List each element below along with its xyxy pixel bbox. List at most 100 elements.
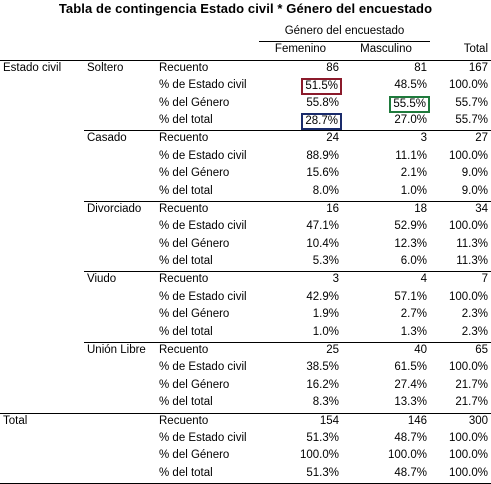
measure-label: % del total — [159, 396, 213, 409]
table-row: Estado civil Soltero Recuento 86 81 167 — [0, 60, 491, 78]
cell-masculino: 48.5% — [394, 79, 427, 92]
cell-masculino: 146 — [342, 412, 430, 431]
table-row: % de Estado civil 88.9% 11.1% 100.0% — [0, 149, 491, 166]
cell-total: 100.0% — [448, 79, 488, 92]
cell-total: 100.0% — [448, 149, 488, 162]
cell-masculino: 11.1% — [395, 149, 427, 162]
cell-femenino: 51.3% — [259, 465, 342, 484]
measure-label: % del total — [156, 465, 259, 484]
cell-total: 21.7% — [455, 378, 488, 391]
header-row-1: Género del encuestado — [0, 24, 491, 43]
table-row: % del Género 1.9% 2.7% 2.3% — [0, 307, 491, 324]
table-title: Tabla de contingencia Estado civil * Gén… — [58, 1, 433, 16]
cell-masculino: 1.3% — [400, 325, 427, 338]
cell-total: 21.7% — [455, 396, 488, 409]
cell-masculino: 27.4% — [394, 378, 427, 391]
cell-total: 100.0% — [448, 290, 488, 303]
cell-femenino: 42.9% — [306, 290, 339, 303]
col-femenino-header: Femenino — [259, 41, 342, 61]
cell-total: 55.7% — [455, 113, 488, 126]
cell-total: 9.0% — [461, 167, 488, 180]
cell-total: 100.0% — [430, 465, 491, 484]
cell-masculino: 2.1% — [400, 167, 427, 180]
measure-label: Recuento — [156, 200, 259, 220]
cell-femenino: 8.0% — [312, 184, 339, 197]
cell-total: 100.0% — [448, 449, 488, 462]
cell-femenino: 10.4% — [306, 237, 339, 250]
measure-label: Recuento — [156, 342, 259, 361]
highlight-box-navy: 28.7% — [301, 112, 342, 130]
cell-masculino: 13.3% — [394, 396, 427, 409]
cell-masculino: 3 — [342, 130, 430, 149]
cell-masculino: 48.7% — [394, 431, 427, 444]
table-row: % del Género 55.8% 55.5% 55.7% — [0, 95, 491, 113]
measure-label: % del total — [159, 325, 213, 338]
cell-masculino: 48.7% — [342, 465, 430, 484]
group-label: Unión Libre — [84, 342, 156, 361]
table-row: % del Género 10.4% 12.3% 11.3% — [0, 237, 491, 254]
measure-label: % del Género — [159, 378, 230, 391]
table-row: % del Género 16.2% 27.4% 21.7% — [0, 378, 491, 395]
cell-masculino: 18 — [342, 200, 430, 220]
group-label: Viudo — [84, 271, 156, 290]
cell-total: 65 — [430, 342, 491, 361]
cell-femenino: 55.8% — [306, 96, 339, 109]
table-row: Unión Libre Recuento 25 40 65 — [0, 342, 491, 361]
table-row: Total Recuento 154 146 300 — [0, 412, 491, 431]
table-row: % del total 28.7% 27.0% 55.7% — [0, 112, 491, 131]
cell-masculino: 61.5% — [394, 361, 427, 374]
cell-total: 2.3% — [461, 325, 488, 338]
cell-masculino: 1.0% — [400, 184, 427, 197]
cell-femenino: 8.3% — [312, 396, 339, 409]
cell-femenino: 24 — [259, 130, 342, 149]
cell-total: 55.7% — [455, 96, 488, 109]
cell-total: 167 — [468, 61, 488, 74]
cell-femenino: 25 — [259, 342, 342, 361]
cell-masculino: 57.1% — [394, 290, 427, 303]
cell-total: 100.0% — [448, 361, 488, 374]
cell-femenino: 16.2% — [306, 378, 339, 391]
cell-masculino: 12.3% — [394, 237, 427, 250]
measure-label: % de Estado civil — [159, 290, 247, 303]
measure-label: % del total — [159, 255, 213, 268]
table-row: % del total 1.0% 1.3% 2.3% — [0, 325, 491, 343]
measure-label: % del Género — [159, 167, 230, 180]
cell-total: 34 — [430, 200, 491, 220]
highlight-box-red: 51.5% — [301, 78, 342, 96]
cell-total: 2.3% — [461, 308, 488, 321]
cell-masculino: 52.9% — [394, 220, 427, 233]
table-row: % de Estado civil 51.5% 48.5% 100.0% — [0, 78, 491, 96]
table-row: % de Estado civil 51.3% 48.7% 100.0% — [0, 431, 491, 448]
total-label: Total — [0, 412, 84, 431]
measure-label: % de Estado civil — [159, 149, 247, 162]
group-label: Soltero — [87, 61, 124, 74]
measure-label: % de Estado civil — [159, 431, 247, 444]
measure-label: % del Género — [159, 449, 230, 462]
group-label: Divorciado — [84, 200, 156, 220]
table-row: % del total 8.3% 13.3% 21.7% — [0, 395, 491, 413]
col-total-header: Total — [430, 41, 491, 61]
cell-total: 11.3% — [456, 237, 488, 250]
measure-label: % del Género — [159, 308, 230, 321]
cell-femenino: 3 — [259, 271, 342, 290]
measure-label: % del Género — [159, 96, 230, 109]
cell-total: 300 — [430, 412, 491, 431]
table-row: % de Estado civil 47.1% 52.9% 100.0% — [0, 219, 491, 236]
measure-label: % del total — [159, 184, 213, 197]
measure-label: % de Estado civil — [159, 79, 247, 92]
cell-masculino: 27.0% — [394, 113, 427, 126]
measure-label: % de Estado civil — [159, 361, 247, 374]
cell-total: 27 — [430, 130, 491, 149]
cell-femenino: 47.1% — [306, 220, 339, 233]
group-label: Casado — [84, 130, 156, 149]
cell-masculino: 100.0% — [387, 449, 427, 462]
table-row: % del total 8.0% 1.0% 9.0% — [0, 184, 491, 202]
cell-femenino: 38.5% — [306, 361, 339, 374]
cell-femenino: 1.0% — [312, 325, 339, 338]
measure-label: % del total — [159, 113, 213, 126]
table-row: % del Género 15.6% 2.1% 9.0% — [0, 166, 491, 183]
header-row-2: Femenino Masculino Total — [0, 41, 491, 61]
cell-femenino: 86 — [326, 61, 339, 74]
measure-label: Recuento — [156, 130, 259, 149]
table-row: % del Género 100.0% 100.0% 100.0% — [0, 448, 491, 465]
